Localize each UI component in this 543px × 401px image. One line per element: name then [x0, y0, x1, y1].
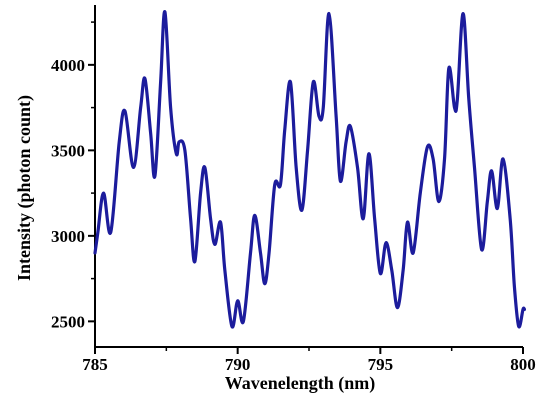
y-axis-title: Intensity (photon count): [14, 95, 35, 281]
y-tick-label: 2500: [51, 312, 85, 331]
x-tick-label: 785: [82, 355, 108, 374]
x-tick-label: 800: [510, 355, 536, 374]
series: [93, 10, 527, 329]
x-tick-label: 795: [368, 355, 394, 374]
series-line: [93, 10, 527, 329]
ticks: [88, 21, 524, 354]
y-tick-label: 3000: [51, 227, 85, 246]
y-tick-label: 3500: [51, 141, 85, 160]
tick-labels: 785 790 795 800 2500 3000 3500 4000: [51, 56, 536, 374]
x-tick-label: 790: [225, 355, 251, 374]
x-axis-title: Wavenelength (nm): [225, 373, 376, 394]
y-tick-label: 4000: [51, 56, 85, 75]
